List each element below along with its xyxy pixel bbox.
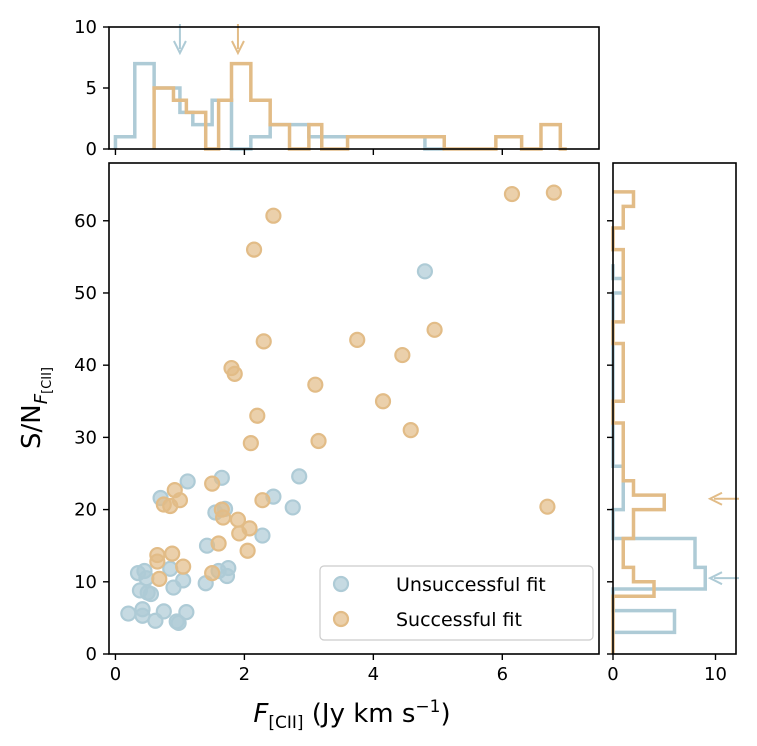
point-unsuccessful-15 bbox=[170, 614, 187, 632]
point-successful-11 bbox=[210, 535, 227, 552]
point-successful-33 bbox=[503, 185, 521, 203]
point-successful-30 bbox=[394, 346, 411, 364]
point-successful-34 bbox=[539, 498, 556, 515]
top-histogram: 0 5 10 bbox=[74, 17, 600, 160]
point-successful-26 bbox=[307, 376, 324, 393]
legend-label-unsuccessful: Unsuccessful fit bbox=[396, 574, 546, 596]
point-successful-18 bbox=[239, 542, 256, 559]
point-successful-21 bbox=[245, 241, 263, 258]
point-successful-15 bbox=[226, 365, 243, 382]
point-successful-13 bbox=[215, 509, 232, 526]
point-successful-25 bbox=[265, 207, 282, 224]
x-axis-label: F[CII] (Jy km s−1) bbox=[253, 697, 450, 733]
legend-marker-successful bbox=[332, 610, 350, 628]
point-successful-28 bbox=[349, 331, 366, 349]
y-tick-label: 40 bbox=[74, 355, 97, 376]
right-hist-unsuccessful bbox=[611, 264, 707, 635]
legend: Unsuccessful fit Successful fit bbox=[319, 565, 594, 641]
right-hist-frame bbox=[612, 162, 737, 655]
right-x-tick-label: 0 bbox=[607, 664, 618, 685]
top-hist-successful bbox=[152, 61, 567, 151]
point-successful-24 bbox=[255, 333, 272, 350]
point-unsuccessful-29 bbox=[284, 499, 301, 516]
point-successful-35 bbox=[545, 184, 562, 201]
legend-label-successful: Successful fit bbox=[396, 609, 522, 631]
point-successful-5 bbox=[164, 545, 181, 562]
point-unsuccessful-26 bbox=[220, 559, 237, 577]
x-label-close: ) bbox=[440, 699, 450, 729]
x-tick-label: 0 bbox=[110, 664, 121, 685]
y-tick-label: 30 bbox=[74, 427, 97, 448]
x-label-f: F bbox=[253, 699, 269, 729]
y-tick-label: 50 bbox=[74, 283, 97, 304]
point-successful-19 bbox=[241, 520, 258, 537]
point-successful-22 bbox=[249, 407, 266, 424]
point-successful-27 bbox=[310, 432, 327, 450]
point-successful-2 bbox=[151, 570, 168, 588]
point-successful-32 bbox=[426, 321, 443, 338]
y-tick-label: 20 bbox=[74, 500, 97, 521]
point-unsuccessful-0 bbox=[120, 605, 137, 622]
point-unsuccessful-30 bbox=[291, 468, 308, 485]
point-successful-29 bbox=[374, 393, 392, 410]
point-successful-1 bbox=[149, 553, 166, 570]
x-label-sub: [CII] bbox=[268, 713, 303, 733]
right-x-tick-label: 10 bbox=[704, 664, 727, 685]
top-y-tick-label: 5 bbox=[86, 78, 97, 99]
right-arrow-successful-head bbox=[707, 491, 723, 506]
point-successful-31 bbox=[402, 422, 419, 439]
point-unsuccessful-18 bbox=[179, 473, 196, 490]
point-unsuccessful-17 bbox=[178, 604, 195, 621]
y-tick-label: 60 bbox=[74, 211, 97, 232]
right-arrow-unsuccessful-head bbox=[707, 571, 723, 586]
point-unsuccessful-8 bbox=[142, 585, 160, 603]
legend-frame bbox=[319, 565, 594, 641]
point-unsuccessful-27 bbox=[254, 527, 271, 544]
y-axis-label: S/NF[CII] bbox=[17, 367, 55, 449]
point-unsuccessful-16 bbox=[175, 572, 192, 589]
y-label-sub: [CII] bbox=[40, 367, 55, 394]
top-arrow-unsuccessful-head bbox=[173, 40, 187, 56]
y-tick-label: 0 bbox=[86, 644, 97, 665]
main-scatter-panel: 0 2 4 6 0 10 20 30 40 50 60 Unsuccessful fit Succ… bbox=[17, 162, 600, 733]
right-histogram: 0 10 bbox=[607, 162, 739, 685]
point-successful-23 bbox=[254, 492, 271, 509]
y-label-sub-f: F bbox=[31, 393, 52, 404]
point-successful-20 bbox=[242, 435, 259, 452]
right-hist-successful bbox=[611, 190, 666, 654]
legend-marker-unsuccessful bbox=[332, 575, 350, 593]
top-hist-frame bbox=[108, 26, 600, 150]
y-tick-label: 10 bbox=[74, 572, 97, 593]
point-unsuccessful-31 bbox=[416, 263, 434, 280]
top-y-tick-label: 10 bbox=[74, 17, 97, 38]
y-label-main: S/N bbox=[17, 404, 47, 449]
main-frame bbox=[108, 162, 600, 655]
x-label-units: (Jy km s bbox=[304, 699, 416, 729]
point-successful-8 bbox=[175, 558, 192, 575]
x-label-sup: −1 bbox=[415, 697, 440, 717]
top-y-tick-label: 0 bbox=[86, 139, 97, 160]
x-tick-label: 6 bbox=[497, 664, 508, 685]
top-arrow-successful-head bbox=[231, 40, 245, 56]
point-unsuccessful-11 bbox=[155, 603, 172, 620]
x-tick-label: 4 bbox=[368, 664, 379, 685]
x-tick-label: 2 bbox=[239, 664, 250, 685]
point-successful-7 bbox=[171, 492, 189, 509]
point-successful-9 bbox=[204, 475, 221, 492]
point-successful-10 bbox=[204, 565, 221, 582]
